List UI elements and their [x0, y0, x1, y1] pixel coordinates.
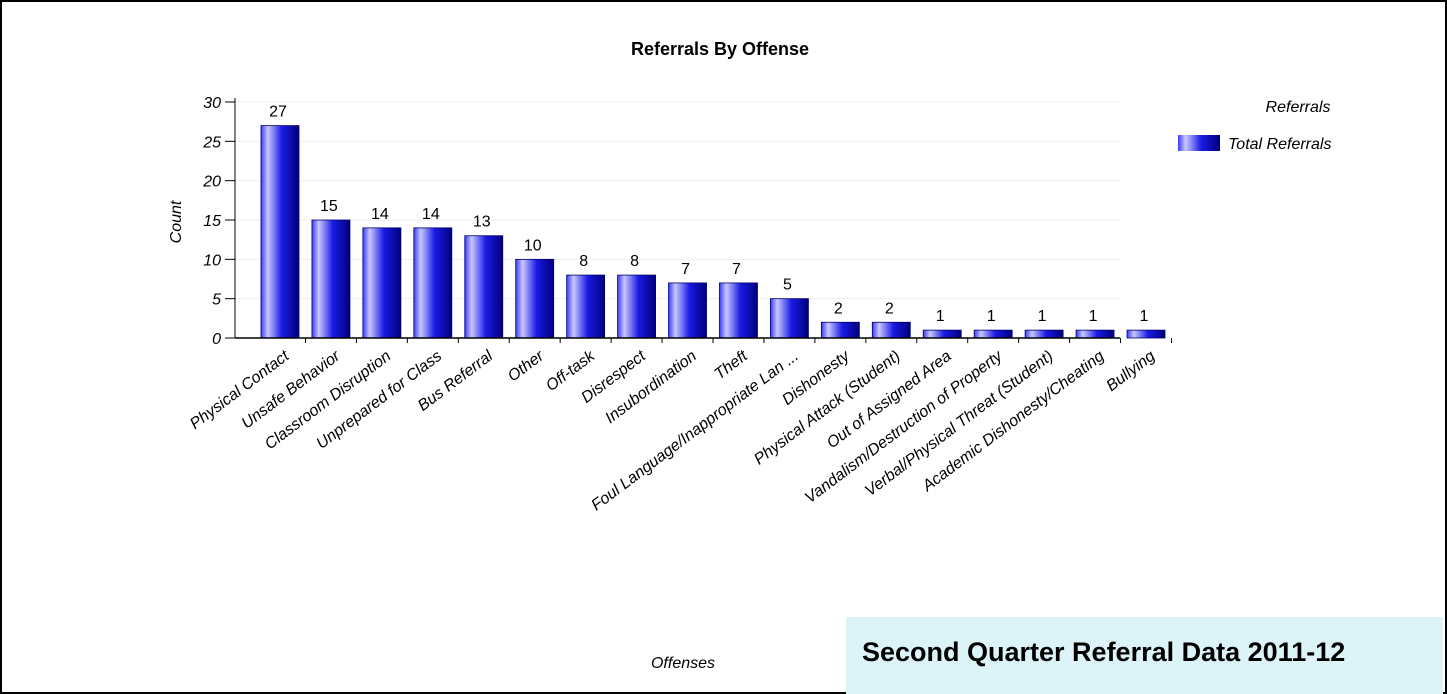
- bar: [464, 235, 504, 339]
- bar-value-label: 2: [834, 300, 843, 317]
- bar-value-label: 1: [987, 308, 996, 325]
- bar: [1075, 329, 1115, 339]
- bar-value-label: 27: [269, 104, 287, 121]
- y-tick-label: 20: [202, 174, 221, 191]
- bar: [617, 274, 656, 339]
- bar-value-label: 5: [783, 277, 792, 294]
- bar-value-label: 14: [422, 206, 440, 223]
- caption: Second Quarter Referral Data 2011-12: [862, 637, 1346, 667]
- bar: [260, 125, 300, 339]
- caption-box: Second Quarter Referral Data 2011-12: [846, 617, 1443, 694]
- y-tick-label: 5: [212, 292, 221, 309]
- bar-value-label: 1: [1140, 308, 1149, 325]
- legend-swatch: [1178, 135, 1220, 151]
- y-tick-label: 25: [202, 134, 221, 151]
- bar: [668, 282, 707, 339]
- y-tick-label: 15: [203, 213, 221, 230]
- bar: [1024, 329, 1064, 339]
- bar: [820, 321, 860, 339]
- x-tick-label: Bullying: [1103, 348, 1158, 395]
- bar-value-label: 14: [371, 206, 389, 223]
- bar-value-label: 15: [320, 198, 338, 215]
- y-axis-label: Count: [168, 200, 185, 243]
- legend-series-label: Total Referrals: [1228, 136, 1331, 153]
- bar-value-label: 7: [732, 261, 741, 278]
- bar-value-label: 13: [473, 214, 491, 231]
- bar-value-label: 1: [1038, 308, 1047, 325]
- bar: [922, 329, 962, 339]
- bar: [871, 321, 911, 339]
- bar: [719, 282, 758, 339]
- y-tick-label: 30: [203, 95, 221, 112]
- y-tick-label: 0: [212, 331, 221, 348]
- bar-value-label: 2: [885, 300, 894, 317]
- bar: [1126, 329, 1166, 339]
- chart-title: Referrals By Offense: [631, 39, 809, 59]
- bar-value-label: 1: [936, 308, 945, 325]
- x-tick-label: Theft: [712, 347, 752, 383]
- bar: [311, 219, 351, 339]
- bar-value-label: 7: [681, 261, 690, 278]
- bar: [413, 227, 453, 339]
- legend-title: Referrals: [1266, 99, 1331, 116]
- bar: [973, 329, 1013, 339]
- bar: [362, 227, 402, 339]
- bar-value-label: 8: [579, 253, 588, 270]
- bar-value-label: 1: [1089, 308, 1098, 325]
- bar: [515, 258, 555, 339]
- bar: [566, 274, 606, 339]
- bar-value-label: 10: [524, 237, 542, 254]
- x-tick-label: Other: [505, 347, 548, 385]
- bar: [770, 298, 809, 339]
- y-tick-label: 10: [203, 252, 221, 269]
- x-tick-label: Insubordination: [602, 348, 700, 427]
- x-axis-label: Offenses: [651, 655, 715, 672]
- bar-value-label: 8: [630, 253, 639, 270]
